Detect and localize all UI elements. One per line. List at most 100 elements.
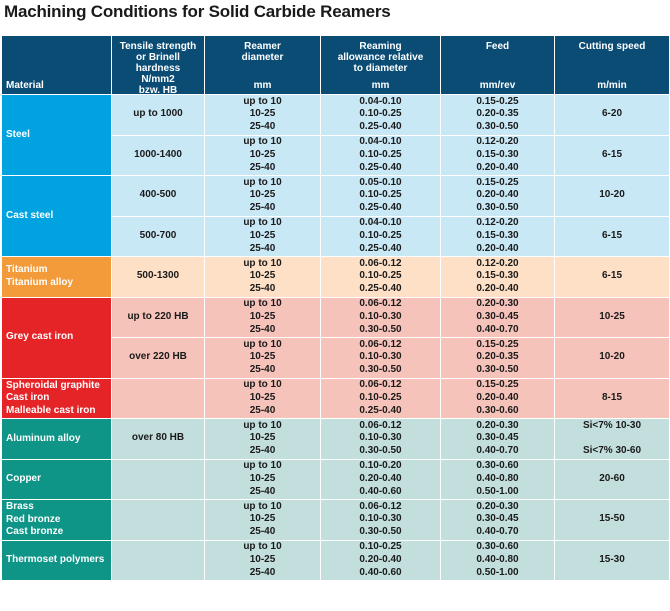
feed-value: 0.20-0.40	[476, 161, 519, 173]
header-allowance-line: to diameter	[353, 63, 408, 74]
speed-value: 10-25	[599, 310, 625, 322]
allowance-value: 0.10-0.25	[359, 391, 402, 403]
diameter-cell: up to 10 10-25 25-40	[204, 175, 321, 217]
allowance-value: 0.30-0.50	[359, 364, 402, 376]
allowance-value: 0.40-0.60	[359, 566, 402, 578]
feed-value: 0.12-0.20	[476, 217, 519, 229]
speed-cell: 6-15	[554, 256, 670, 298]
material-label: Titanium	[6, 264, 48, 276]
diameter-value: 10-25	[249, 432, 276, 444]
header-speed-line: Cutting speed	[578, 41, 646, 52]
header-tensile-line: hardness	[135, 63, 181, 74]
feed-cell: 0.20-0.30 0.30-0.45 0.40-0.70	[440, 499, 555, 541]
strength-cell: up to 1000	[111, 94, 205, 136]
material-label: Spheroidal graphite	[6, 379, 100, 391]
diameter-value: 10-25	[249, 108, 276, 120]
feed-value: 0.30-0.45	[476, 310, 519, 322]
diameter-cell: up to 10 10-25 25-40	[204, 215, 321, 257]
diameter-value: 10-25	[249, 391, 276, 403]
diameter-value: 25-40	[249, 161, 276, 173]
diameter-value: up to 10	[243, 541, 282, 553]
feed-value: 0.15-0.25	[476, 176, 519, 188]
feed-value: 0.30-0.50	[476, 364, 519, 376]
speed-value: 6-15	[601, 229, 622, 241]
header-material: Material	[1, 35, 112, 95]
strength-cell: 500-1300	[111, 256, 205, 298]
strength-value: over 80 HB	[131, 432, 185, 444]
speed-cell: 15-30	[554, 539, 670, 581]
header-material-label: Material	[6, 80, 44, 91]
header-diameter-unit: mm	[253, 80, 272, 91]
diameter-cell: up to 10 10-25 25-40	[204, 418, 321, 460]
feed-value: 0.20-0.35	[476, 351, 519, 363]
strength-value: up to 220 HB	[127, 310, 189, 322]
allowance-cell: 0.05-0.10 0.10-0.25 0.25-0.40	[320, 175, 441, 217]
diameter-value: up to 10	[243, 500, 282, 512]
table-row: Copper up to 10 10-25 25-40 0.10-0.20 0.…	[1, 458, 670, 500]
diameter-value: 25-40	[249, 445, 276, 457]
strength-cell: over 220 HB	[111, 337, 205, 379]
allowance-cell: 0.06-0.12 0.10-0.30 0.30-0.50	[320, 296, 441, 338]
header-diameter: Reamer diameter mm	[204, 35, 321, 95]
feed-cell: 0.15-0.25 0.20-0.40 0.30-0.50	[440, 175, 555, 217]
material-label: Grey cast iron	[6, 331, 74, 343]
material-label: Thermoset polymers	[6, 554, 105, 565]
strength-value: 500-1300	[136, 270, 180, 282]
allowance-value: 0.06-0.12	[359, 298, 402, 310]
feed-value: 0.15-0.25	[476, 95, 519, 107]
material-label: Copper	[6, 473, 41, 484]
diameter-value: up to 10	[243, 217, 282, 229]
diameter-cell: up to 10 10-25 25-40	[204, 256, 321, 298]
group-non-ferrous: Aluminum alloy over 80 HB up to 10 10-25…	[1, 418, 670, 581]
speed-cell: 10-20	[554, 175, 670, 217]
speed-value: 10-20	[599, 351, 625, 363]
feed-value: 0.50-1.00	[476, 566, 519, 578]
diameter-value: 10-25	[249, 229, 276, 241]
material-label: Cast steel	[6, 209, 54, 221]
allowance-value: 0.04-0.10	[359, 217, 402, 229]
machining-conditions-table: Material Tensile strength or Brinell har…	[1, 35, 670, 581]
diameter-cell: up to 10 10-25 25-40	[204, 134, 321, 176]
diameter-value: 10-25	[249, 351, 276, 363]
feed-value: 0.40-0.70	[476, 526, 519, 538]
allowance-cell: 0.06-0.12 0.10-0.30 0.30-0.50	[320, 337, 441, 379]
speed-value: 10-20	[599, 189, 625, 201]
allowance-value: 0.10-0.25	[359, 148, 402, 160]
header-speed: Cutting speed m/min	[554, 35, 670, 95]
allowance-cell: 0.04-0.10 0.10-0.25 0.25-0.40	[320, 134, 441, 176]
feed-value: 0.15-0.25	[476, 379, 519, 391]
allowance-value: 0.25-0.40	[359, 121, 402, 133]
feed-value: 0.20-0.40	[476, 242, 519, 254]
feed-value: 0.20-0.30	[476, 500, 519, 512]
material-cell: Steel	[1, 94, 112, 176]
feed-value: 0.40-0.80	[476, 553, 519, 565]
allowance-value: 0.10-0.20	[359, 460, 402, 472]
diameter-value: up to 10	[243, 338, 282, 350]
table-row: Cast steel 400-500 up to 10 10-25 25-40 …	[1, 175, 670, 257]
feed-value: 0.40-0.70	[476, 445, 519, 457]
group-steel: Steel up to 1000 up to 10 10-25 25-40 0.…	[1, 94, 670, 176]
allowance-cell: 0.06-0.12 0.10-0.30 0.30-0.50	[320, 499, 441, 541]
feed-value: 0.20-0.40	[476, 391, 519, 403]
strength-value: up to 1000	[133, 108, 183, 120]
material-label: Red bronze	[6, 513, 61, 525]
header-feed-unit: mm/rev	[479, 80, 516, 91]
allowance-value: 0.06-0.12	[359, 379, 402, 391]
allowance-value: 0.06-0.12	[359, 257, 402, 269]
header-row: Material Tensile strength or Brinell har…	[1, 35, 670, 96]
feed-value: 0.40-0.70	[476, 323, 519, 335]
allowance-value: 0.06-0.12	[359, 419, 402, 431]
allowance-cell: 0.06-0.12 0.10-0.30 0.30-0.50	[320, 418, 441, 460]
diameter-value: up to 10	[243, 379, 282, 391]
page-title: Machining Conditions for Solid Carbide R…	[4, 2, 391, 21]
diameter-cell: up to 10 10-25 25-40	[204, 296, 321, 338]
speed-cell: 10-25	[554, 296, 670, 338]
allowance-value: 0.25-0.40	[359, 202, 402, 214]
strength-value: 1000-1400	[134, 148, 182, 160]
feed-cell: 0.20-0.30 0.30-0.45 0.40-0.70	[440, 296, 555, 338]
speed-value	[555, 432, 669, 445]
strength-cell	[111, 458, 205, 500]
feed-value: 0.30-0.45	[476, 513, 519, 525]
feed-value: 0.40-0.80	[476, 472, 519, 484]
diameter-value: up to 10	[243, 257, 282, 269]
